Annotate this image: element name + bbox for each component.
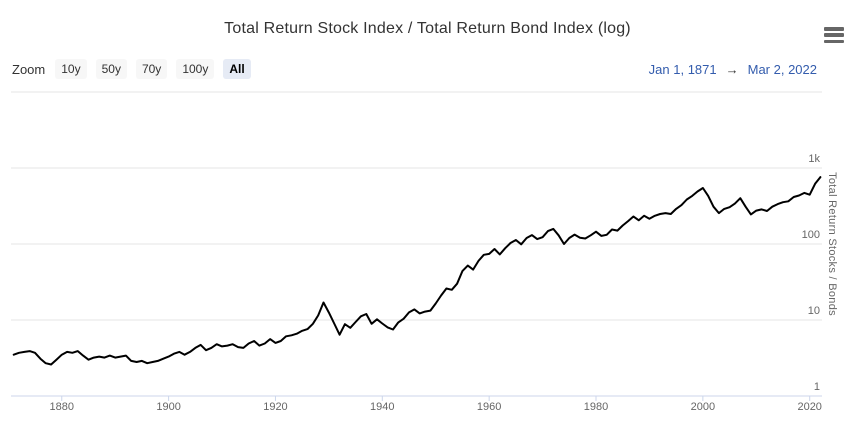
x-tick-label: 1880: [49, 401, 74, 413]
hamburger-bar: [824, 33, 844, 37]
y-tick-label: 1k: [808, 153, 820, 165]
x-tick-label: 1900: [156, 401, 181, 413]
date-range: Jan 1, 1871 → Mar 2, 2022: [649, 62, 817, 77]
range-selector: Zoom 10y 50y 70y 100y All Jan 1, 1871 → …: [12, 57, 817, 81]
range-button-70y[interactable]: 70y: [135, 59, 168, 79]
chart-title: Total Return Stock Index / Total Return …: [224, 20, 631, 37]
range-button-all[interactable]: All: [223, 59, 251, 79]
hamburger-bar: [824, 27, 844, 31]
series-line: [12, 176, 822, 366]
y-tick-label: 100: [801, 229, 820, 241]
range-button-100y[interactable]: 100y: [176, 59, 215, 79]
range-end-date[interactable]: Mar 2, 2022: [747, 61, 817, 77]
y-axis-title: Total Return Stocks / Bonds: [826, 172, 838, 316]
x-tick-label: 2000: [690, 401, 716, 413]
x-tick-label: 1920: [263, 401, 288, 413]
arrow-right-icon: →: [725, 61, 739, 77]
range-start-date[interactable]: Jan 1, 1871: [648, 61, 717, 77]
zoom-label: Zoom: [12, 61, 46, 77]
range-button-10y[interactable]: 10y: [55, 59, 87, 79]
y-tick-label: 10: [807, 305, 820, 317]
x-tick-label: 1960: [476, 401, 502, 413]
gridlines: [11, 91, 822, 321]
x-tick-label: 2020: [797, 401, 822, 413]
y-tick-label: 1: [813, 381, 820, 393]
x-tick-label: 1980: [583, 401, 609, 413]
hamburger-menu-icon[interactable]: [824, 27, 844, 43]
range-button-50y[interactable]: 50y: [95, 59, 127, 79]
x-axis-ticks: [61, 396, 811, 401]
x-tick-label: 1940: [370, 401, 395, 413]
hamburger-bar: [824, 39, 844, 43]
